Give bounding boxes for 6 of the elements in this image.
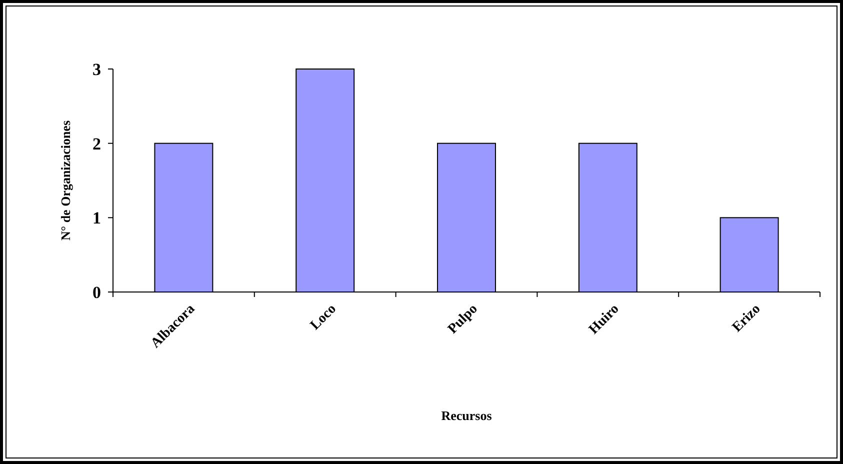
y-tick-label: 1: [92, 208, 101, 228]
y-axis-title: N° de Organizaciones: [58, 120, 73, 241]
x-axis-title: Recursos: [441, 408, 492, 423]
y-tick-label: 2: [92, 134, 101, 154]
y-tick-label: 0: [92, 282, 101, 302]
y-tick-label: 3: [92, 60, 101, 79]
